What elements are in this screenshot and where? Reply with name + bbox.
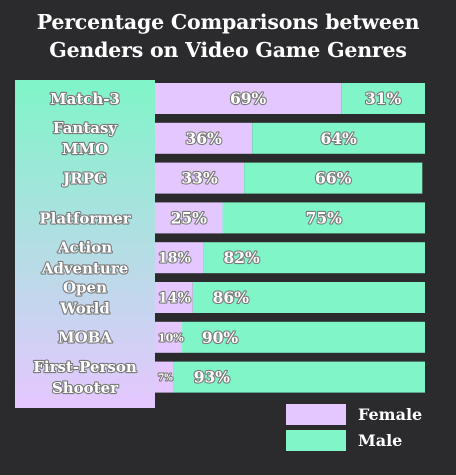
legend-swatch-male — [286, 430, 346, 451]
data-label-male: 82% — [223, 248, 260, 267]
bar-male — [252, 122, 425, 154]
category-label: JRPG — [61, 170, 107, 188]
legend-label-female: Female — [358, 405, 422, 424]
category-label: First-Person — [33, 358, 137, 376]
data-label-male: 90% — [202, 328, 239, 347]
category-label: MMO — [62, 140, 108, 158]
data-label-female: 18% — [158, 251, 191, 267]
chart-title-line-2: Genders on Video Game Genres — [49, 38, 407, 62]
chart-title-line-1: Percentage Comparisons between — [36, 10, 420, 34]
data-label-male: 75% — [306, 208, 343, 227]
bar-male — [222, 202, 425, 234]
data-label-female: 25% — [171, 208, 208, 227]
legend-label-male: Male — [358, 431, 402, 450]
legend-swatch-female — [286, 404, 346, 425]
category-label: Action — [57, 239, 112, 257]
bar-male — [244, 162, 423, 194]
category-label: World — [59, 299, 110, 317]
category-label: Shooter — [52, 379, 119, 397]
bar-male — [203, 242, 425, 274]
data-label-male: 31% — [365, 89, 402, 108]
data-label-female: 36% — [185, 129, 222, 148]
data-label-male: 64% — [320, 129, 357, 148]
bar-female — [155, 162, 245, 194]
data-label-female: 69% — [230, 89, 267, 108]
bar-female — [155, 83, 342, 114]
bar-female — [155, 122, 253, 154]
bar-female — [155, 282, 193, 313]
data-label-male: 86% — [213, 288, 250, 307]
data-label-female: 14% — [158, 291, 191, 307]
bar-female — [155, 242, 204, 274]
category-panel — [15, 80, 155, 408]
bar-male — [192, 282, 425, 313]
category-label: Adventure — [41, 260, 129, 278]
category-label: Platformer — [39, 209, 131, 227]
data-label-male: 93% — [194, 368, 231, 387]
chart-title: Percentage Comparisons between Genders o… — [0, 8, 456, 64]
data-label-female: 10% — [158, 331, 184, 344]
bar-female — [155, 361, 174, 393]
category-labels-group: Match-3 Fantasy MMO JRPG Platformer Action Adv… — [32, 89, 138, 398]
bar-male — [182, 321, 425, 353]
data-label-male: 66% — [315, 169, 352, 188]
legend: Female Male — [286, 404, 422, 451]
category-label: Open — [63, 278, 107, 296]
bar-male — [173, 361, 425, 393]
category-label: Fantasy — [53, 119, 119, 137]
data-label-female: 7% — [158, 373, 173, 383]
data-label-female: 33% — [181, 169, 218, 188]
bar-female — [155, 202, 223, 234]
bar-male — [341, 83, 425, 114]
category-label: MOBA — [58, 329, 112, 347]
bars-group: 69% 31% 36% 64% 33% 66% 25% 75% 18% 82% 14% 86% 10% 9… — [155, 83, 425, 393]
bar-female — [155, 321, 182, 353]
category-label: Match-3 — [50, 90, 120, 108]
